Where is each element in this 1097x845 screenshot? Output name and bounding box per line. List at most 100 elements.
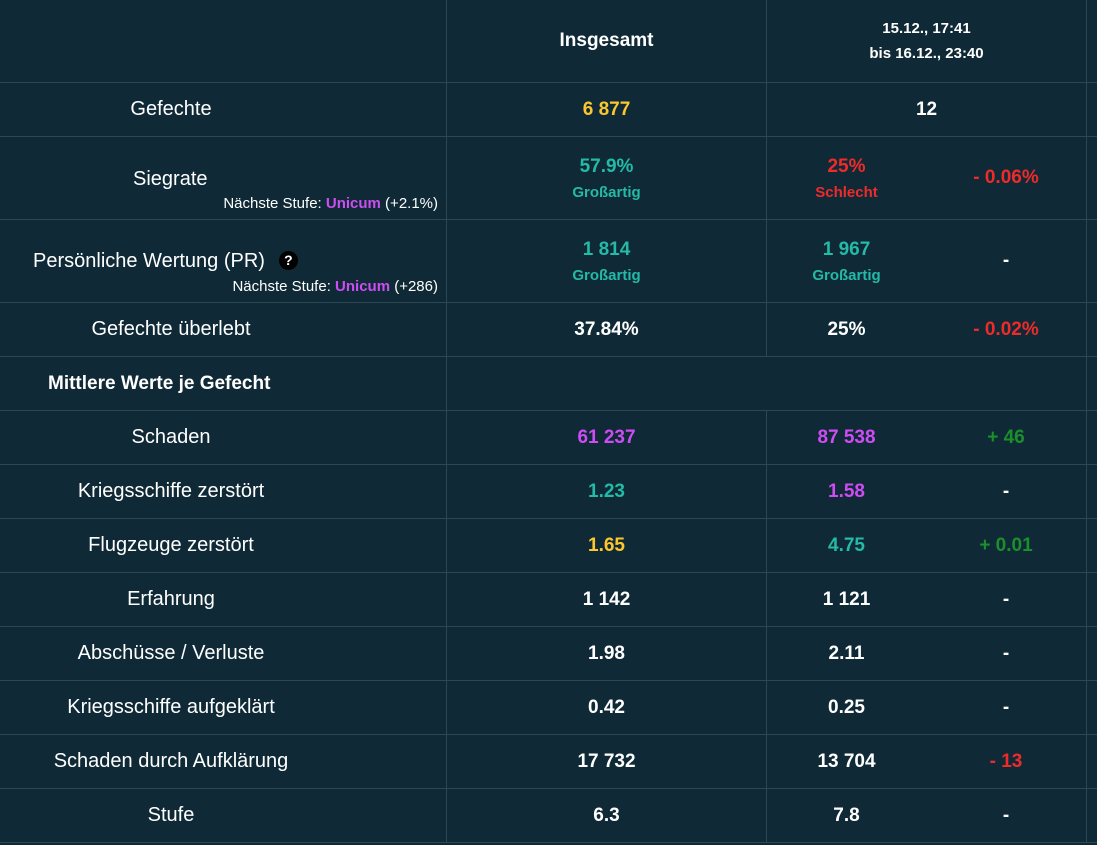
pr-label-cell: Persönliche Wertung (PR)? Nächste Stufe:…	[0, 220, 446, 302]
winrate-next-prefix: Nächste Stufe:	[223, 195, 326, 212]
overall-column-title: Insgesamt	[559, 30, 654, 51]
winrate-diff-cell: - 0.06%	[926, 137, 1086, 219]
average-row-overall-value: 1.98	[588, 642, 625, 664]
header-row: Insgesamt 15.12., 17:41 bis 16.12., 23:4…	[0, 0, 1097, 83]
average-row: Kriegsschiffe zerstört 1.23 1.58 -	[0, 465, 1097, 519]
question-circle-icon[interactable]: ?	[278, 251, 298, 270]
average-row: Schaden durch Aufklärung 17 732 13 704 - 13	[0, 735, 1097, 789]
average-row-overall-value: 1.65	[588, 534, 625, 556]
battles-period-cell: 12	[766, 83, 937, 136]
average-row-diff-value: + 46	[987, 426, 1025, 448]
average-row-period-cell: 2.11	[766, 627, 926, 680]
average-row-period-cell: 87 538	[766, 411, 926, 464]
winrate-diff-value: - 0.06%	[973, 167, 1039, 188]
average-row-edge-cell	[1086, 789, 1097, 842]
average-row-label-cell: Kriegsschiffe aufgeklärt	[0, 681, 446, 734]
pr-row: Persönliche Wertung (PR)? Nächste Stufe:…	[0, 220, 1097, 303]
average-row-label-cell: Stufe	[0, 789, 446, 842]
pr-overall-value: 1 814	[582, 238, 631, 260]
average-section-row: Mittlere Werte je Gefecht	[0, 357, 1097, 411]
average-row-period-value: 0.25	[828, 696, 865, 718]
average-row-period-value: 13 704	[817, 750, 876, 772]
average-row-label-cell: Schaden durch Aufklärung	[0, 735, 446, 788]
pr-period-cell: 1 967 Großartig	[766, 220, 926, 302]
header-edge-cell	[1086, 0, 1097, 82]
battles-overall-value: 6 877	[582, 98, 631, 120]
average-row-overall-value: 0.42	[588, 696, 625, 718]
winrate-next-tier-name: Unicum	[325, 195, 381, 212]
average-row-label: Schaden	[131, 426, 211, 448]
pr-next-prefix: Nächste Stufe:	[232, 278, 336, 295]
average-row-label: Erfahrung	[127, 588, 215, 610]
average-row-edge-cell	[1086, 465, 1097, 518]
winrate-next-tier: Nächste Stufe: Unicum (+2.1%)	[223, 195, 438, 212]
average-row-overall-cell: 6.3	[446, 789, 766, 842]
battles-row: Gefechte 6 877 12	[0, 83, 1097, 137]
average-row-diff-cell: - 13	[926, 735, 1086, 788]
average-row-period-cell: 7.8	[766, 789, 926, 842]
average-row-period-value: 4.75	[828, 534, 865, 556]
average-row: Kriegsschiffe aufgeklärt 0.42 0.25 -	[0, 681, 1097, 735]
average-row-overall-cell: 1.65	[446, 519, 766, 572]
average-row-period-value: 2.11	[828, 642, 865, 664]
survived-period-cell: 25%	[766, 303, 926, 356]
average-row-diff-value: -	[1002, 804, 1010, 826]
average-row-label: Schaden durch Aufklärung	[53, 750, 289, 772]
average-row-overall-value: 1 142	[582, 588, 631, 610]
period-end: bis 16.12., 23:40	[869, 45, 984, 62]
average-row-period-cell: 1.58	[766, 465, 926, 518]
battles-overall-cell: 6 877	[446, 83, 766, 136]
pr-edge-cell	[1086, 220, 1097, 302]
winrate-overall-rating: Großartig	[572, 183, 641, 201]
average-row-diff-cell: -	[926, 681, 1086, 734]
average-row-diff-value: -	[1002, 642, 1010, 664]
average-row-edge-cell	[1086, 519, 1097, 572]
pr-next-tier: Nächste Stufe: Unicum (+286)	[232, 278, 438, 295]
survived-label: Gefechte überlebt	[91, 318, 251, 340]
pr-label-wrap: Persönliche Wertung (PR)?	[33, 250, 298, 273]
average-row-overall-cell: 17 732	[446, 735, 766, 788]
winrate-overall-cell: 57.9% Großartig	[446, 137, 766, 219]
average-row-diff-cell: + 0.01	[926, 519, 1086, 572]
average-row-period-cell: 13 704	[766, 735, 926, 788]
average-row-overall-cell: 1.23	[446, 465, 766, 518]
average-row-period-value: 1.58	[828, 480, 865, 502]
average-row-diff-value: -	[1002, 480, 1010, 502]
survived-row: Gefechte überlebt 37.84% 25% - 0.02%	[0, 303, 1097, 357]
survived-overall-cell: 37.84%	[446, 303, 766, 356]
average-row-label: Kriegsschiffe aufgeklärt	[67, 696, 275, 718]
average-row-diff-cell: -	[926, 789, 1086, 842]
average-row-period-cell: 4.75	[766, 519, 926, 572]
battles-label: Gefechte	[130, 98, 212, 120]
average-row-diff-cell: -	[926, 627, 1086, 680]
average-row-label: Stufe	[147, 804, 195, 826]
average-row-period-cell: 0.25	[766, 681, 926, 734]
average-row-label: Flugzeuge zerstört	[88, 534, 254, 556]
pr-next-tier-name: Unicum	[335, 278, 391, 295]
winrate-label-cell: Siegrate Nächste Stufe: Unicum (+2.1%)	[0, 137, 446, 219]
average-row-overall-value: 17 732	[577, 750, 636, 772]
average-row-overall-value: 6.3	[593, 804, 620, 826]
battles-edge-cell	[1086, 83, 1097, 136]
average-row-overall-cell: 1 142	[446, 573, 766, 626]
average-row: Abschüsse / Verluste 1.98 2.11 -	[0, 627, 1097, 681]
header-empty-cell	[0, 0, 446, 82]
pr-diff-cell: -	[926, 220, 1086, 302]
average-row-diff-value: -	[1002, 696, 1010, 718]
average-row-label-cell: Schaden	[0, 411, 446, 464]
average-row-diff-cell: + 46	[926, 411, 1086, 464]
winrate-period-value: 25%	[827, 155, 866, 177]
average-row-period-value: 1 121	[822, 588, 871, 610]
average-row-label: Kriegsschiffe zerstört	[77, 480, 265, 502]
average-row-overall-value: 61 237	[577, 426, 636, 448]
average-row-overall-value: 1.23	[588, 480, 625, 502]
pr-label: Persönliche Wertung (PR)	[33, 250, 265, 272]
survived-period-value: 25%	[827, 318, 866, 340]
battles-period-value: 12	[915, 98, 938, 120]
average-row-diff-cell: -	[926, 573, 1086, 626]
header-overall-cell: Insgesamt	[446, 0, 766, 82]
survived-label-cell: Gefechte überlebt	[0, 303, 446, 356]
average-row-edge-cell	[1086, 573, 1097, 626]
average-row-diff-value: + 0.01	[979, 534, 1033, 556]
